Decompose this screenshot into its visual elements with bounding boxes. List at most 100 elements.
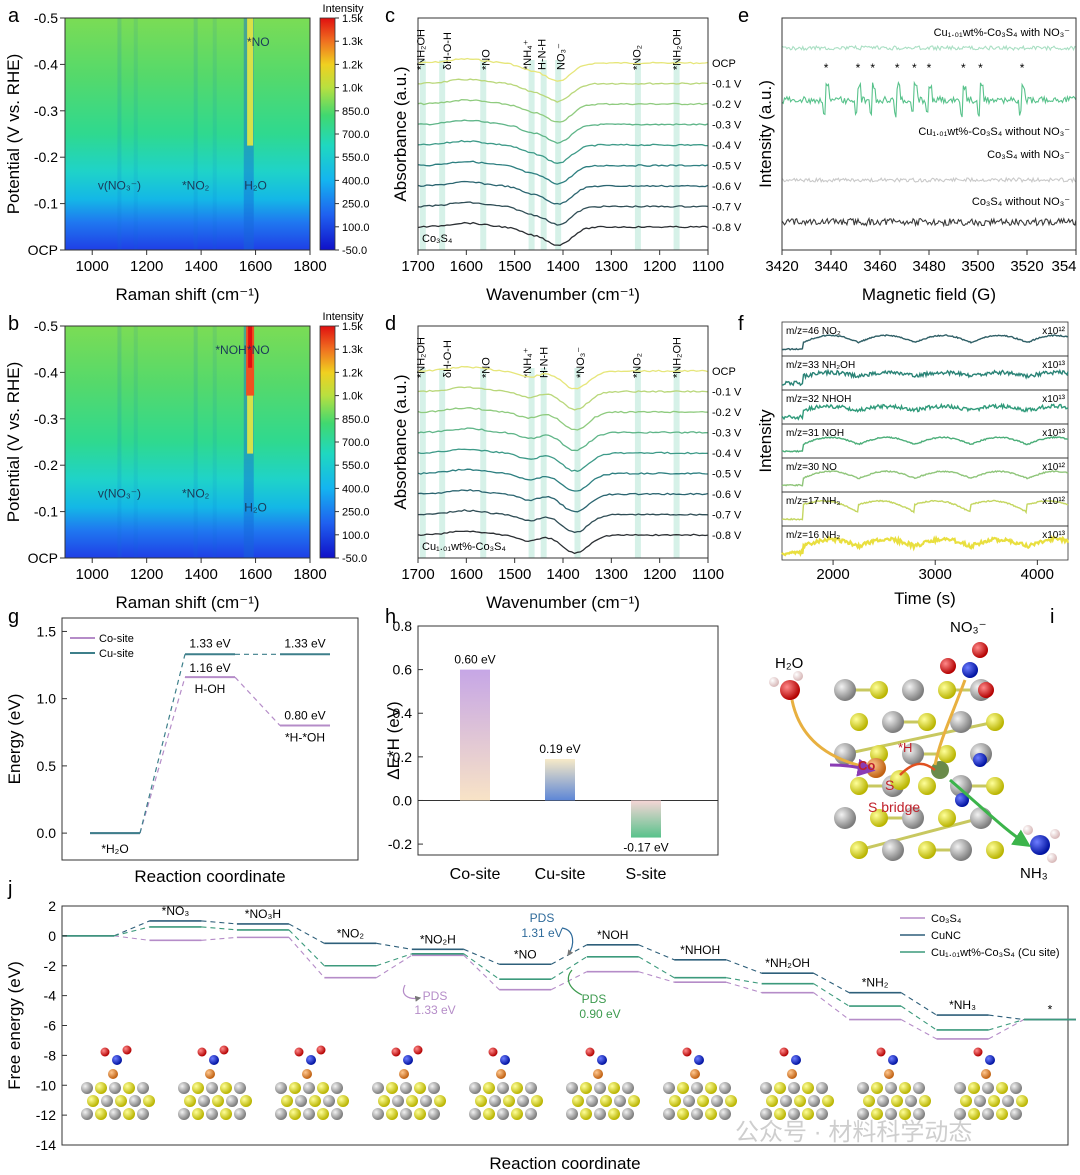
panel-letter-a: a	[8, 5, 20, 27]
free-link-2-9	[813, 983, 850, 1007]
ftir-series-5	[417, 468, 709, 492]
x-tick-label: 1300	[595, 258, 628, 275]
y-axis-label: Intensity	[756, 409, 775, 473]
ms-series-label-6: m/z=16 NH₂	[786, 530, 840, 541]
atom	[950, 711, 972, 733]
pds-arrow-2	[567, 969, 583, 996]
colorbar-tick-label: 1.2k	[342, 367, 363, 379]
slab-atom	[968, 1108, 980, 1120]
atom	[902, 807, 924, 829]
ftir-band	[673, 368, 680, 558]
adsorbate-o2	[122, 1045, 132, 1055]
slab-atom	[137, 1082, 149, 1094]
ms-series-label-1: m/z=33 NH₂OH	[786, 360, 855, 371]
epr-star-1: *	[856, 61, 861, 75]
colorbar-tick-label: 1.3k	[342, 36, 363, 48]
ftir-series-6	[417, 180, 709, 205]
adsorbate-o	[197, 1047, 207, 1057]
colorbar-tick-label: 1.5k	[342, 13, 363, 25]
slab-atom	[414, 1082, 426, 1094]
free-step-label-5: *NO	[514, 947, 537, 961]
slab-cu-atom	[787, 1069, 797, 1079]
epr-star-0: *	[824, 61, 829, 75]
y-tick-label: -2	[44, 958, 57, 974]
free-link-2-8	[726, 977, 762, 985]
free-step-label-7: *NHOH	[680, 943, 720, 957]
atom	[918, 713, 936, 731]
arrow-purple	[829, 758, 876, 777]
free-step-label-3: *NO₂	[337, 926, 365, 940]
free-step-label-2: *NO₃H	[245, 907, 281, 921]
pds-label-0: PDS	[423, 989, 448, 1003]
slab-atom	[109, 1082, 121, 1094]
y-tick-label: -14	[36, 1137, 56, 1153]
slab-atom	[469, 1082, 481, 1094]
free-link-0-10	[900, 1019, 937, 1040]
free-link-1-7	[638, 944, 675, 961]
slab-atom	[303, 1108, 315, 1120]
ftir-band	[540, 60, 547, 250]
ftir-band-label-0: *NH₂OH	[415, 337, 427, 378]
y-tick-label: OCP	[28, 550, 58, 566]
panel-letter-e: e	[738, 5, 749, 27]
x-tick-label: 1800	[293, 566, 326, 583]
colorbar-tick-label: 1.0k	[342, 83, 363, 95]
legend-label-1: Cu-site	[99, 648, 134, 660]
y-tick-label: 0.5	[37, 758, 57, 774]
heatmap-streak	[117, 18, 122, 250]
heatmap-frame	[64, 325, 311, 559]
slab-atom	[309, 1095, 321, 1107]
slab-atom	[594, 1082, 606, 1094]
slab-atom	[1010, 1108, 1022, 1120]
ftir-potential-label-2: -0.2 V	[712, 99, 742, 111]
heatmap-b: *NOH *NO v(NO₃⁻) *NO₂ H₂O 1000 1200 1400 1600 180…	[4, 311, 370, 612]
free-link-0-9	[813, 992, 850, 1020]
slab-atom	[483, 1108, 495, 1120]
slab-atom	[899, 1108, 911, 1120]
ftir-band	[480, 60, 487, 250]
panel-letter-i: i	[1050, 606, 1054, 628]
bar-chart-h: 0.60 eV Co-site 0.19 eV Cu-site -0.17 eV S-si…	[384, 618, 719, 883]
slab-atom	[788, 1108, 800, 1120]
slab-atom	[337, 1095, 349, 1107]
slab-atom	[913, 1108, 925, 1120]
slab-atom	[323, 1095, 335, 1107]
ms-scale-label-1: x10¹³	[1042, 360, 1065, 371]
slab-atom	[885, 1108, 897, 1120]
ftir-band-label-5: *NO₃⁻	[575, 347, 587, 378]
slab-atom	[469, 1108, 481, 1120]
label-star-h: *H	[898, 740, 912, 755]
ftir-band	[528, 368, 535, 558]
atom	[882, 711, 904, 733]
free-link-2-3	[288, 929, 325, 967]
ammonia-h2	[1050, 829, 1060, 839]
ftir-potential-label-4: -0.4 V	[712, 140, 742, 152]
y-tick-label: 1.5	[37, 623, 57, 639]
adsorbate-o	[779, 1047, 789, 1057]
slab-atom	[774, 1082, 786, 1094]
colorbar-tick-label: 400.0	[342, 175, 370, 187]
free-legend-label-0: Co₃S₄	[931, 913, 962, 925]
slab-atom	[766, 1095, 778, 1107]
epr-series-label-3: Co₃S₄ without NO₃⁻	[972, 196, 1070, 208]
atom-n1	[973, 753, 987, 767]
atom	[918, 777, 936, 795]
ftir-potential-label-1: -0.1 V	[712, 387, 742, 399]
atom	[902, 679, 924, 701]
x-tick-label: 1400	[184, 566, 217, 583]
nitrate-o1	[940, 658, 956, 674]
slab-atom	[234, 1082, 246, 1094]
nitrate-o2	[972, 642, 988, 658]
y-axis-label: Intensity (a.u.)	[756, 80, 775, 188]
slab-atom	[816, 1082, 828, 1094]
slab-atom	[968, 1082, 980, 1094]
slab-atom	[123, 1082, 135, 1094]
free-link-1-9	[813, 972, 850, 994]
pds-arrow-1	[561, 927, 574, 956]
ftir-potential-label-1: -0.1 V	[712, 79, 742, 91]
slab-atom	[919, 1095, 931, 1107]
y-tick-label: 0.0	[37, 825, 57, 841]
adsorbate-o	[682, 1047, 692, 1057]
x-tick-label: 1300	[595, 566, 628, 583]
atom	[834, 807, 856, 829]
